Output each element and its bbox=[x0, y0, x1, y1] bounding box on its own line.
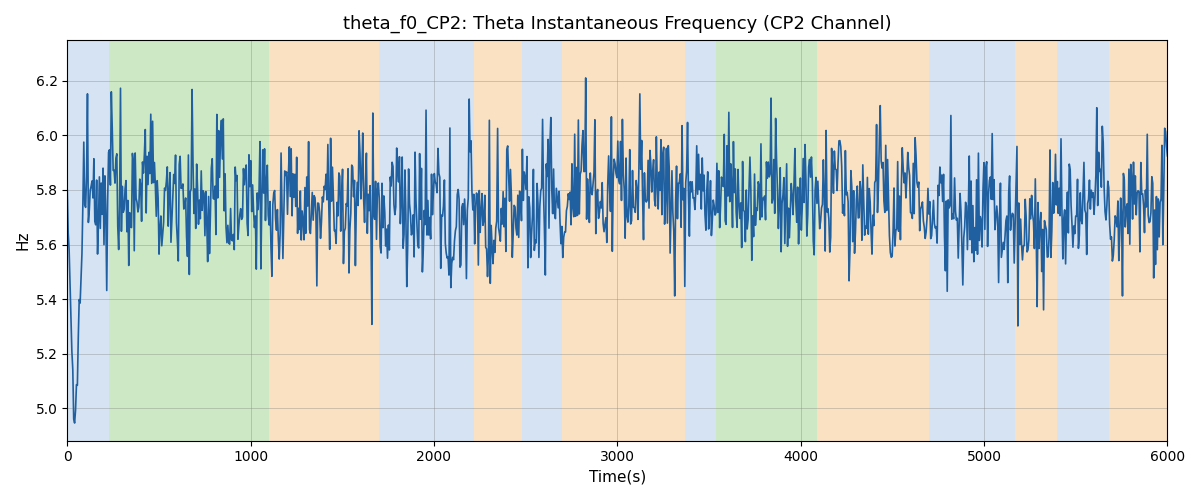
Bar bbox=[929, 40, 1015, 440]
Bar bbox=[522, 40, 563, 440]
Bar bbox=[474, 40, 522, 440]
Bar bbox=[67, 40, 109, 440]
Bar bbox=[685, 40, 716, 440]
Bar bbox=[1109, 40, 1168, 440]
Bar bbox=[716, 40, 817, 440]
Y-axis label: Hz: Hz bbox=[16, 230, 30, 250]
Bar bbox=[1015, 40, 1057, 440]
Bar bbox=[109, 40, 269, 440]
Bar bbox=[1057, 40, 1109, 440]
Title: theta_f0_CP2: Theta Instantaneous Frequency (CP2 Channel): theta_f0_CP2: Theta Instantaneous Freque… bbox=[343, 15, 892, 34]
Bar bbox=[269, 40, 379, 440]
X-axis label: Time(s): Time(s) bbox=[589, 470, 646, 485]
Bar bbox=[379, 40, 474, 440]
Bar bbox=[563, 40, 685, 440]
Bar bbox=[817, 40, 929, 440]
